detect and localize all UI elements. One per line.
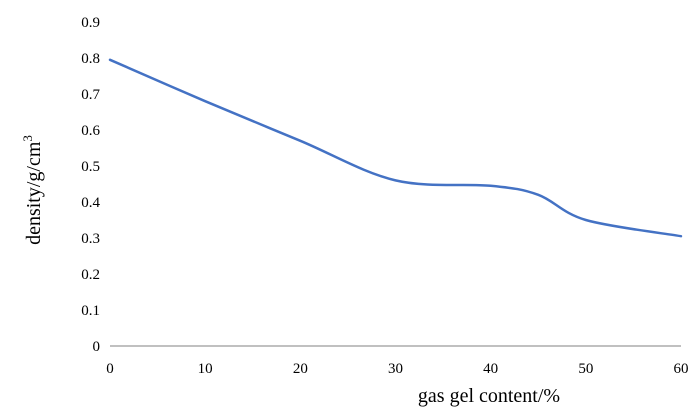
y-tick-label: 0.5 (81, 159, 100, 175)
y-tick-label: 0.4 (81, 195, 100, 211)
x-tick-label: 60 (674, 361, 689, 377)
y-tick-label: 0.1 (81, 303, 100, 319)
y-tick-label: 0.3 (81, 231, 100, 247)
x-tick-label: 0 (106, 361, 114, 377)
x-axis-title: gas gel content/% (418, 385, 560, 407)
y-tick-label: 0.9 (81, 15, 100, 31)
x-tick-label: 10 (198, 361, 213, 377)
y-tick-label: 0 (93, 339, 101, 355)
x-tick-label: 50 (578, 361, 593, 377)
y-axis-title-group: density/g/cm3 (20, 135, 45, 245)
series-line (108, 58, 683, 238)
y-axis-title: density/g/cm3 (20, 135, 45, 245)
x-tick-label: 30 (388, 361, 403, 377)
x-tick-label: 40 (483, 361, 498, 377)
x-tick-label: 20 (293, 361, 308, 377)
y-axis-title-text: density/g/cm (23, 141, 45, 245)
y-axis-title-superscript: 3 (20, 135, 35, 142)
y-tick-label: 0.2 (81, 267, 100, 283)
y-tick-label: 0.6 (81, 123, 100, 139)
y-tick-label: 0.7 (81, 87, 100, 103)
y-tick-label: 0.8 (81, 51, 100, 67)
